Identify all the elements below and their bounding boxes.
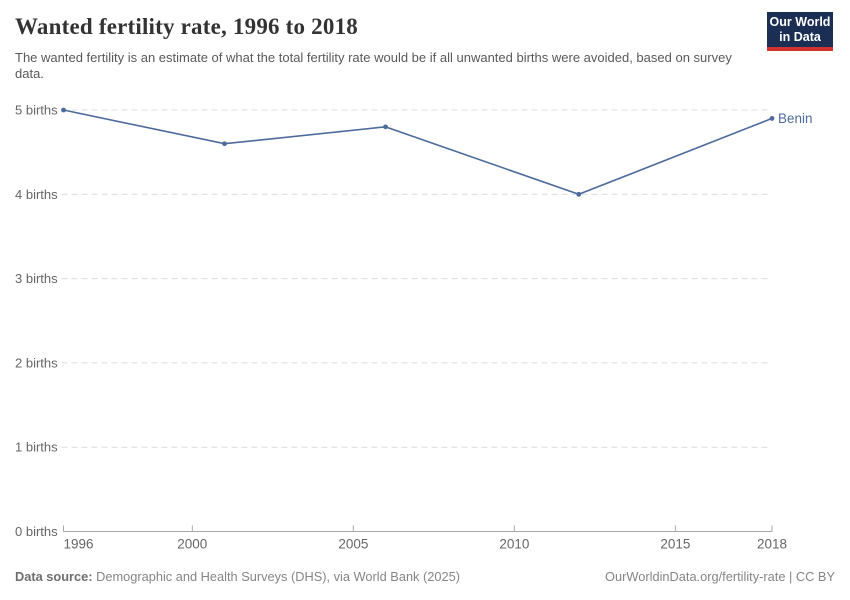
data-source-note: Data source: Demographic and Health Surv… [15, 569, 460, 584]
x-axis-label: 2005 [338, 537, 368, 552]
y-axis-label: 0 births [15, 524, 58, 539]
owid-logo[interactable]: Our World in Data [767, 12, 833, 51]
data-point[interactable] [61, 107, 66, 113]
x-axis-label: 2015 [660, 537, 690, 552]
data-point[interactable] [769, 116, 775, 121]
chart-title: Wanted fertility rate, 1996 to 2018 [15, 14, 358, 39]
y-axis-label: 1 births [15, 440, 58, 455]
x-axis-label: 2018 [757, 537, 787, 552]
footer-citation-link[interactable]: OurWorldinData.org/fertility-rate | CC B… [605, 569, 835, 584]
chart-subtitle: The wanted fertility is an estimate of w… [15, 50, 732, 81]
y-axis-label: 4 births [15, 187, 58, 202]
y-axis-label: 5 births [15, 103, 58, 118]
data-point[interactable] [222, 141, 227, 147]
x-axis-label: 2000 [177, 537, 207, 552]
chart-footer: Data source: Demographic and Health Surv… [15, 569, 835, 584]
owid-logo-line1: Our World [769, 15, 831, 29]
data-point[interactable] [576, 191, 582, 197]
y-axis-label: 3 births [15, 271, 58, 286]
y-axis-label: 2 births [15, 355, 58, 370]
x-axis-label: 2010 [499, 537, 529, 552]
owid-logo-line2: in Data [779, 30, 821, 44]
data-point[interactable] [383, 124, 388, 130]
series-line[interactable] [63, 109, 773, 196]
series-end-label[interactable]: Benin [778, 111, 813, 126]
data-source-label: Data source: [15, 569, 93, 584]
data-source-text: Demographic and Health Surveys (DHS), vi… [92, 569, 461, 584]
x-axis-label: 1996 [64, 537, 94, 552]
